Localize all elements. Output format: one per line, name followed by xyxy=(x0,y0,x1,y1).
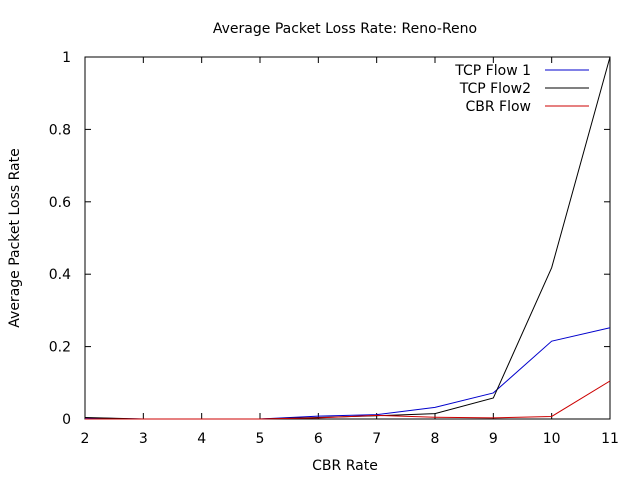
y-tick-label: 0.4 xyxy=(49,267,71,283)
x-tick-label: 5 xyxy=(256,431,265,447)
x-tick-label: 3 xyxy=(139,431,148,447)
plot-frame xyxy=(84,56,611,420)
x-axis-label: CBR Rate xyxy=(312,458,378,474)
x-tick-label: 9 xyxy=(489,431,498,447)
y-tick-label: 0.2 xyxy=(49,340,71,356)
legend-label: CBR Flow xyxy=(465,99,531,115)
axis-ticks: 2 3 4 5 6 7 8 9 10 11 0 0.2 0.4 0.6 0.8 1 xyxy=(49,50,619,447)
y-tick-label: 0.6 xyxy=(49,195,71,211)
series-lines xyxy=(84,56,611,420)
x-tick-label: 8 xyxy=(431,431,440,447)
y-tick-label: 0 xyxy=(62,412,71,428)
y-axis-label: Average Packet Loss Rate xyxy=(7,148,23,327)
x-tick-label: 7 xyxy=(372,431,381,447)
series-line-tcp-flow2 xyxy=(84,56,611,420)
x-tick-label: 11 xyxy=(601,431,619,447)
legend: TCP Flow 1 TCP Flow2 CBR Flow xyxy=(454,63,589,115)
x-tick-label: 6 xyxy=(314,431,323,447)
x-tick-label: 10 xyxy=(543,431,561,447)
x-tick-label: 4 xyxy=(197,431,206,447)
y-tick-label: 0.8 xyxy=(49,122,71,138)
series-line-tcp-flow-1 xyxy=(84,327,611,420)
y-tick-label: 1 xyxy=(62,50,71,66)
series-line-cbr-flow xyxy=(85,380,611,420)
x-tick-label: 2 xyxy=(81,431,90,447)
legend-label: TCP Flow 1 xyxy=(454,63,531,79)
chart-title: Average Packet Loss Rate: Reno-Reno xyxy=(213,21,477,37)
legend-label: TCP Flow2 xyxy=(459,81,531,97)
